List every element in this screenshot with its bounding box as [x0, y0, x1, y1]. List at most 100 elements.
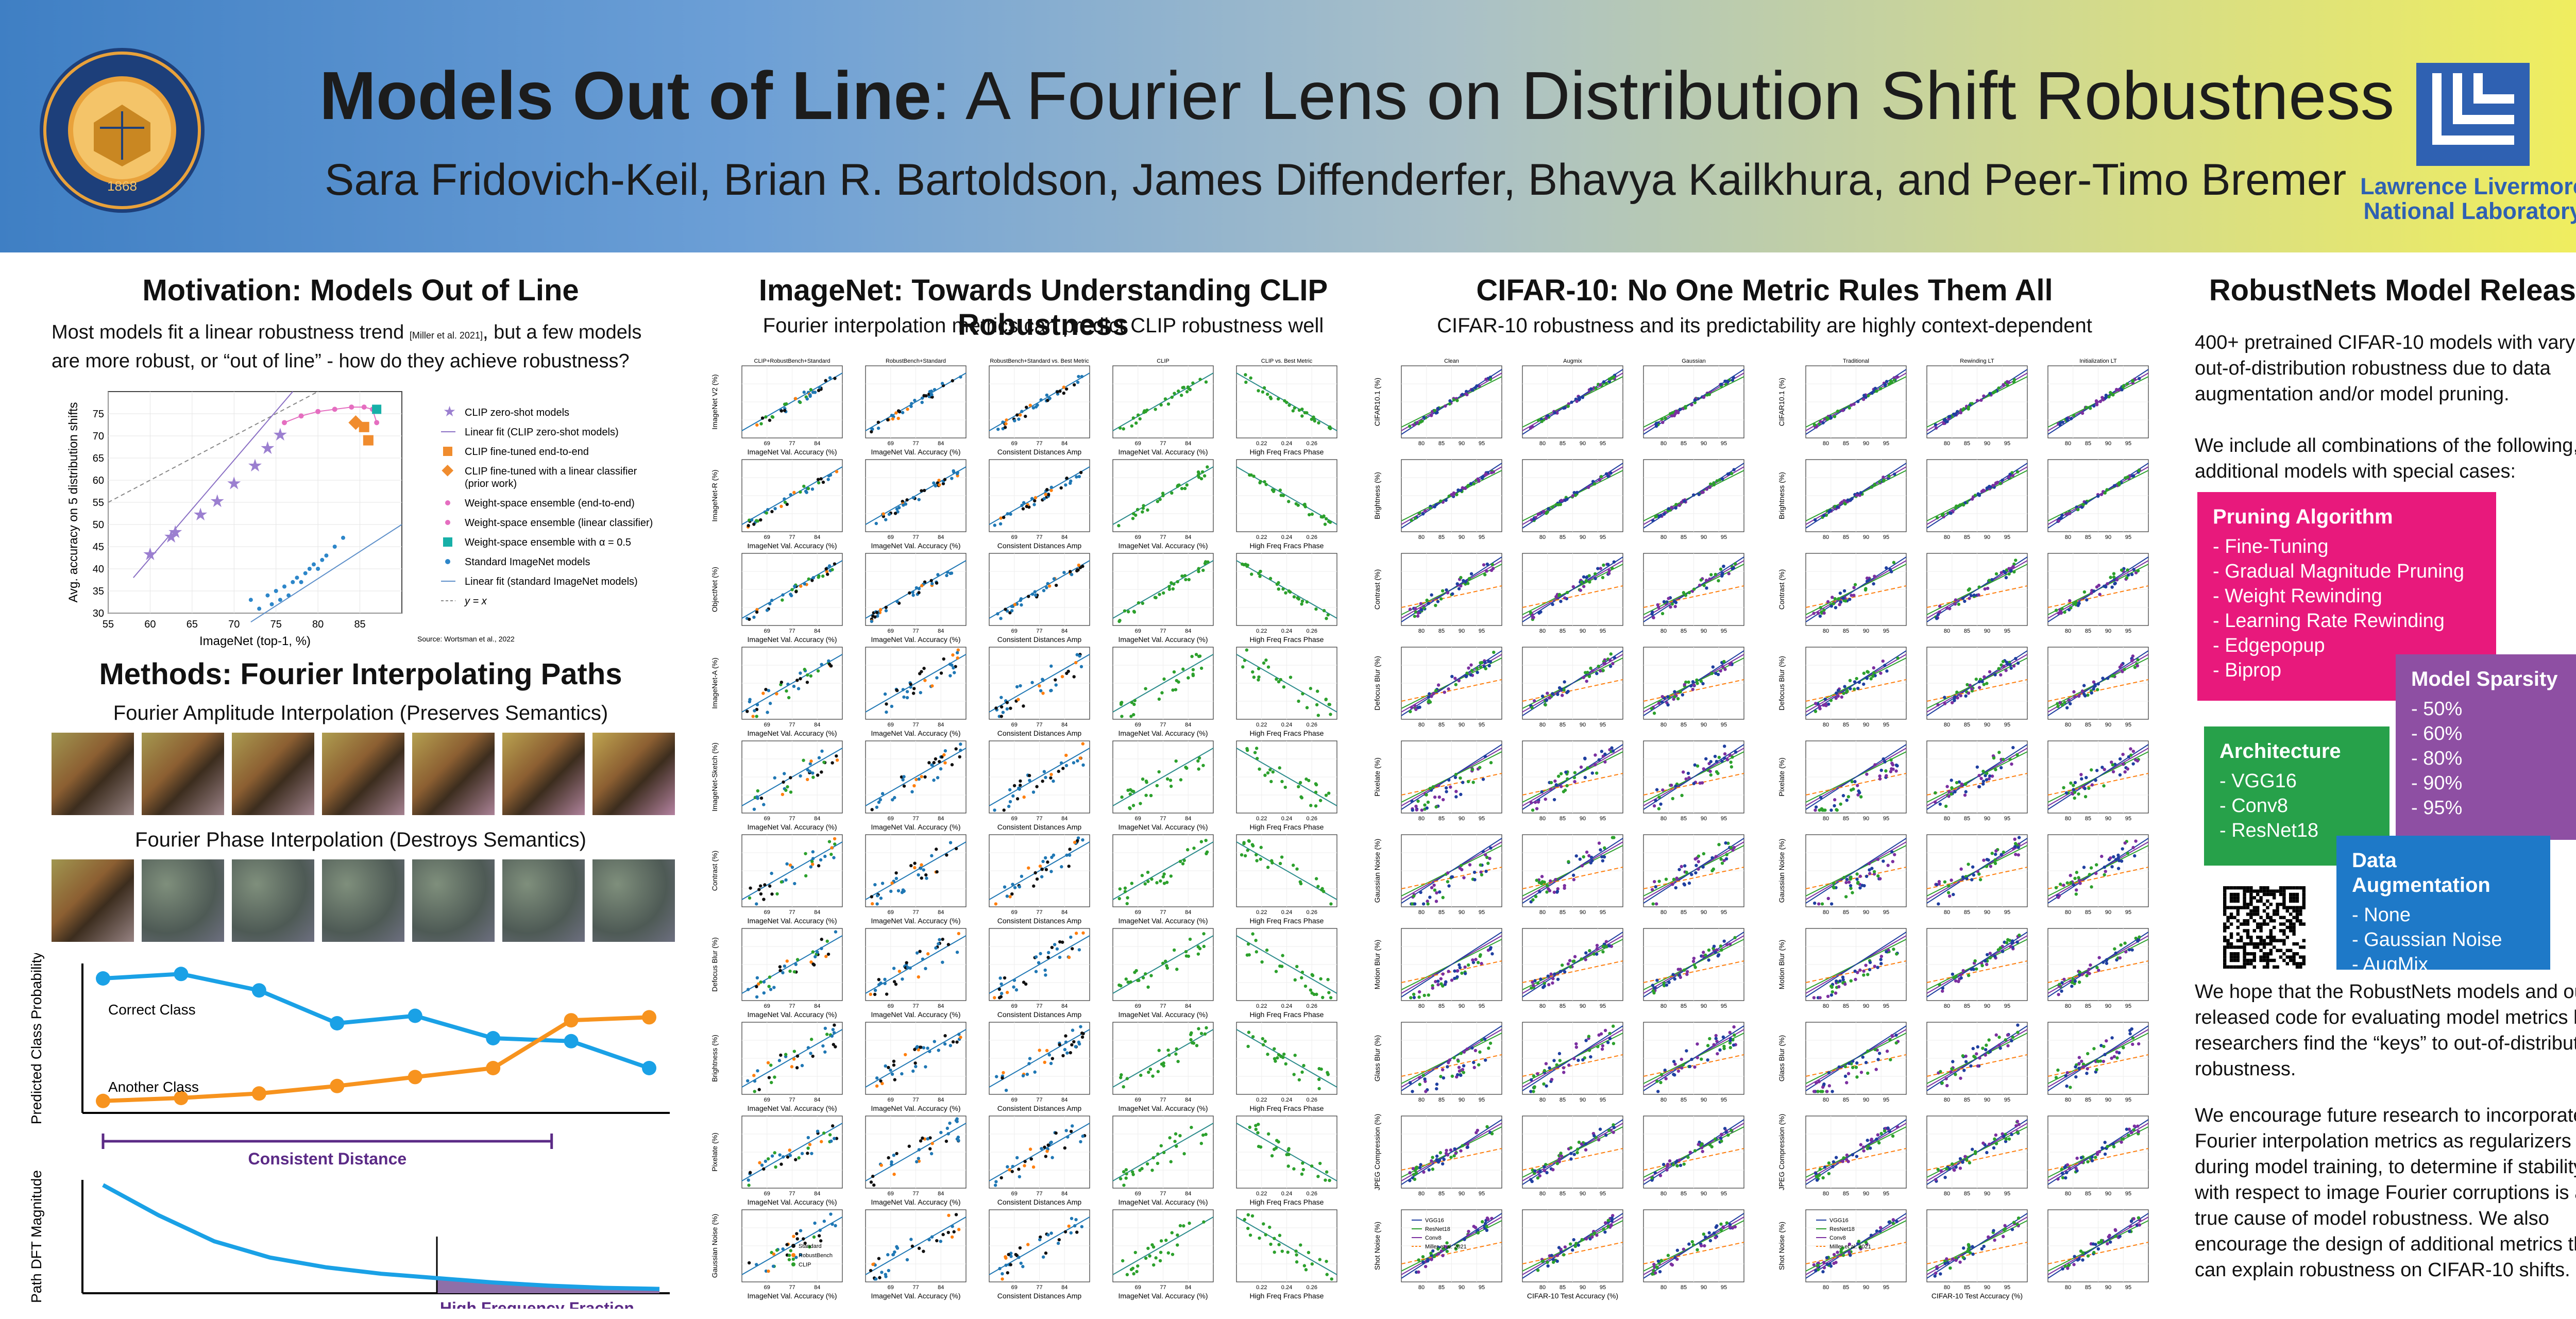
fit-line [1112, 1029, 1214, 1088]
data-point [1070, 572, 1074, 577]
fit-line [1401, 679, 1502, 702]
data-point [1610, 1219, 1614, 1223]
data-point [1327, 991, 1331, 994]
data-point [1599, 475, 1603, 479]
data-point [752, 807, 756, 811]
data-point [1049, 688, 1053, 692]
data-point [1315, 703, 1319, 707]
fit-line [1643, 1054, 1744, 1077]
data-point [1182, 858, 1186, 863]
data-point [1697, 867, 1700, 871]
data-point [1606, 1041, 1610, 1044]
fit-line [989, 748, 1090, 806]
data-point [1266, 665, 1270, 669]
data-point [761, 691, 765, 695]
data-point [1454, 1247, 1458, 1251]
tick-label: 95 [2125, 628, 2131, 634]
tick-label: 77 [1160, 1003, 1166, 1009]
panel-xlabel: ImageNet Val. Accuracy (%) [747, 917, 837, 925]
data-point [1602, 662, 1606, 665]
data-point [818, 1228, 822, 1232]
data-point [894, 876, 899, 881]
data-point [1533, 1169, 1537, 1173]
data-point [786, 785, 789, 789]
tick-label: 95 [1721, 628, 1727, 634]
data-point [1953, 695, 1957, 699]
data-point [1892, 561, 1896, 564]
data-point [1551, 1260, 1555, 1264]
data-point [950, 477, 954, 480]
panel-header: RobustBench+Standard vs. Best Metric [990, 358, 1089, 364]
authors: Sara Fridovich-Keil, Brian R. Bartoldson… [325, 155, 2347, 205]
data-point [766, 1157, 770, 1161]
data-point [1610, 1216, 1614, 1220]
data-point [1561, 694, 1564, 697]
data-point [880, 1271, 884, 1274]
data-point [887, 1066, 890, 1070]
data-point [1571, 873, 1575, 877]
x-tick-label: 75 [270, 619, 282, 630]
data-point [999, 715, 1003, 718]
data-point [1061, 767, 1065, 770]
data-point [1676, 697, 1680, 701]
tick-label: 77 [1036, 1097, 1042, 1103]
standard-model-point [295, 576, 299, 580]
data-point [755, 715, 758, 718]
data-point [943, 1042, 947, 1046]
data-point [1300, 796, 1304, 800]
data-point [1881, 659, 1885, 663]
data-point [1428, 786, 1432, 790]
data-point [1733, 562, 1737, 566]
data-point [954, 847, 958, 851]
data-point [892, 1153, 896, 1157]
data-point [805, 777, 809, 782]
data-point [810, 1152, 814, 1155]
data-point [1121, 1259, 1125, 1263]
data-point [1994, 572, 1998, 576]
data-point [892, 1063, 896, 1067]
data-point [1699, 578, 1703, 582]
data-point [1067, 955, 1071, 959]
data-point [1440, 589, 1445, 593]
data-point [1319, 977, 1323, 981]
tick-label: 85 [2085, 628, 2091, 634]
data-point [1487, 1046, 1490, 1050]
data-point [927, 395, 931, 398]
data-point [1035, 877, 1039, 881]
data-point [1069, 570, 1072, 573]
data-point [1487, 664, 1491, 668]
data-point [1533, 979, 1537, 983]
data-point [1683, 499, 1686, 503]
data-point [1159, 1239, 1163, 1243]
data-point [813, 1221, 817, 1225]
data-point [1257, 678, 1260, 682]
data-point [1713, 754, 1717, 758]
data-point [1559, 772, 1563, 775]
data-point [1247, 953, 1251, 957]
data-point [1674, 506, 1677, 510]
data-point [930, 854, 934, 858]
data-point [1709, 573, 1713, 577]
data-point [1564, 770, 1568, 774]
data-point [1246, 1213, 1250, 1217]
data-point [1024, 414, 1027, 418]
data-point [1017, 1168, 1021, 1171]
fit-line [1643, 838, 1744, 904]
data-point [924, 873, 928, 877]
tick-label: 85 [1560, 1003, 1566, 1009]
tick-label: 0.26 [1307, 909, 1317, 916]
data-point [1041, 691, 1045, 695]
data-point [885, 992, 889, 996]
data-point [1714, 951, 1717, 954]
tick-label: 95 [1479, 1191, 1485, 1197]
data-point [1988, 670, 1992, 674]
data-point [1557, 1157, 1561, 1161]
data-point [1429, 1252, 1433, 1255]
tick-label: 77 [1036, 909, 1042, 916]
legend-label: CLIP [799, 1262, 811, 1268]
data-point [1301, 1168, 1305, 1172]
data-point [1818, 704, 1821, 708]
data-point [791, 1257, 795, 1261]
data-point [920, 396, 924, 400]
